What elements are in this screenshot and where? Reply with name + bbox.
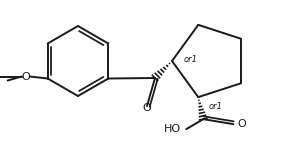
Text: O: O (21, 71, 30, 81)
Text: O: O (237, 119, 246, 129)
Text: O: O (143, 103, 151, 113)
Text: HO: HO (164, 124, 181, 134)
Text: or1: or1 (208, 102, 222, 111)
Text: or1: or1 (184, 54, 198, 63)
